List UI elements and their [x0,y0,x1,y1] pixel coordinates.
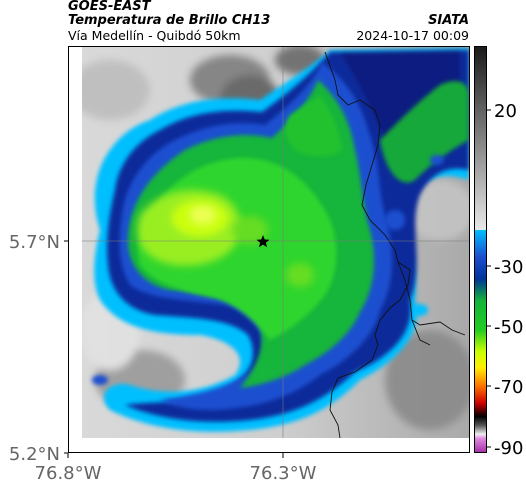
colorbar-tick-label: 20 [494,101,517,122]
crosshair-lines [82,46,469,438]
colorbar-tick-label: -30 [494,257,523,278]
colorbar-tick-label: -70 [494,377,523,398]
colorbar: 20 -30 -50 -70 -90 [474,46,523,459]
datetime-label: 2024-10-17 00:09 [356,28,469,43]
organization-label: SIATA [428,13,469,28]
product-title: Temperatura de Brillo CH13 [68,13,271,28]
lon-tick-label: 76.8°W [35,463,102,484]
lat-tick-label: 5.2°N [9,444,60,465]
region-subtitle: Vía Medellín - Quibdó 50km [68,28,241,43]
border-lines [324,51,466,438]
satellite-title: GOES-EAST [68,0,151,14]
star-marker [256,235,270,248]
axes-frame [64,46,470,458]
lat-tick-label: 5.7°N [9,232,60,253]
cloud-field [82,46,469,438]
lon-tick-label: 76.3°W [250,463,317,484]
colorbar-tick-label: -90 [494,438,523,459]
colorbar-tick-label: -50 [494,317,523,338]
